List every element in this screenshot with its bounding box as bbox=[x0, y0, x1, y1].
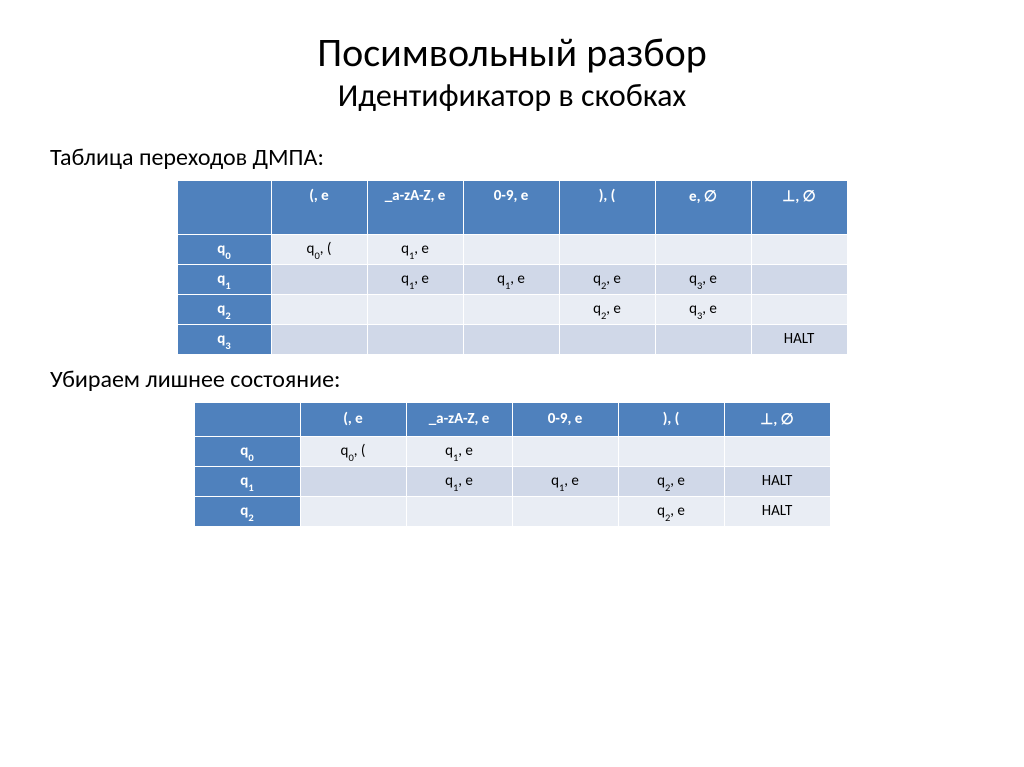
table1-cell: q1, e bbox=[463, 264, 559, 294]
table1-cell bbox=[463, 234, 559, 264]
table2-col-4: ⊥, ∅ bbox=[724, 402, 830, 436]
table2-cell: q2, e bbox=[618, 496, 724, 526]
transition-table-1: (, e _a-zA-Z, e 0-9, e ), ( e, ∅ ⊥, ∅ q0… bbox=[177, 180, 848, 355]
section1-label: Таблица переходов ДМПА: bbox=[50, 143, 974, 172]
table1-row-3: q3 HALT bbox=[177, 324, 847, 354]
table2-rowh-2: q2 bbox=[194, 496, 300, 526]
table2-col-3: ), ( bbox=[618, 402, 724, 436]
table2-cell: q0, ( bbox=[300, 436, 406, 466]
table1-cell bbox=[655, 324, 751, 354]
table2-cell bbox=[512, 436, 618, 466]
table1-corner bbox=[177, 180, 271, 234]
table1-rowh-3: q3 bbox=[177, 324, 271, 354]
table1-cell bbox=[655, 234, 751, 264]
table2-cell bbox=[406, 496, 512, 526]
table2-cell: q2, e bbox=[618, 466, 724, 496]
table2-cell: q1, e bbox=[406, 466, 512, 496]
table1-col-1: _a-zA-Z, e bbox=[367, 180, 463, 234]
table2-cell bbox=[512, 496, 618, 526]
table1-cell bbox=[367, 324, 463, 354]
table2-cell: q1, e bbox=[512, 466, 618, 496]
table2-row-1: q1 q1, e q1, e q2, e HALT bbox=[194, 466, 830, 496]
table2-cell bbox=[724, 436, 830, 466]
slide-title-line2: Идентификатор в скобках bbox=[50, 78, 974, 115]
table2-cell: HALT bbox=[724, 466, 830, 496]
table1-cell bbox=[271, 294, 367, 324]
slide-title-line1: Посимвольный разбор bbox=[50, 30, 974, 76]
table1-cell: q2, e bbox=[559, 264, 655, 294]
table2-cell bbox=[618, 436, 724, 466]
table1-col-0: (, e bbox=[271, 180, 367, 234]
table1-col-3: ), ( bbox=[559, 180, 655, 234]
table1-cell bbox=[751, 294, 847, 324]
table1-cell: q1, e bbox=[367, 234, 463, 264]
table1-row-1: q1 q1, e q1, e q2, e q3, e bbox=[177, 264, 847, 294]
table1-row-0: q0 q0, ( q1, e bbox=[177, 234, 847, 264]
table1-rowh-1: q1 bbox=[177, 264, 271, 294]
table1-cell: q1, e bbox=[367, 264, 463, 294]
table1-cell: q3, e bbox=[655, 264, 751, 294]
table1-cell bbox=[751, 234, 847, 264]
table1-cell bbox=[271, 324, 367, 354]
table1-cell bbox=[559, 234, 655, 264]
transition-table-2: (, e _a-zA-Z, e 0-9, e ), ( ⊥, ∅ q0 q0, … bbox=[194, 402, 831, 527]
table2-col-0: (, e bbox=[300, 402, 406, 436]
table2-corner bbox=[194, 402, 300, 436]
table1-cell bbox=[271, 264, 367, 294]
table1-cell: q2, e bbox=[559, 294, 655, 324]
table1-rowh-2: q2 bbox=[177, 294, 271, 324]
table2-rowh-0: q0 bbox=[194, 436, 300, 466]
table1-cell bbox=[751, 264, 847, 294]
section2-label: Убираем лишнее состояние: bbox=[50, 365, 974, 394]
table1-cell bbox=[463, 324, 559, 354]
table2-col-2: 0-9, e bbox=[512, 402, 618, 436]
table2-row-2: q2 q2, e HALT bbox=[194, 496, 830, 526]
table1-col-4: e, ∅ bbox=[655, 180, 751, 234]
slide-title-block: Посимвольный разбор Идентификатор в скоб… bbox=[50, 30, 974, 115]
table2-col-1: _a-zA-Z, e bbox=[406, 402, 512, 436]
table1-row-2: q2 q2, e q3, e bbox=[177, 294, 847, 324]
table2-cell bbox=[300, 466, 406, 496]
table2-cell: HALT bbox=[724, 496, 830, 526]
table2-row-0: q0 q0, ( q1, e bbox=[194, 436, 830, 466]
table2-rowh-1: q1 bbox=[194, 466, 300, 496]
table2-cell bbox=[300, 496, 406, 526]
table1-cell: q0, ( bbox=[271, 234, 367, 264]
table1-col-2: 0-9, e bbox=[463, 180, 559, 234]
table2-cell: q1, e bbox=[406, 436, 512, 466]
table1-cell bbox=[463, 294, 559, 324]
table1-col-5: ⊥, ∅ bbox=[751, 180, 847, 234]
table1-cell bbox=[559, 324, 655, 354]
table1-cell: q3, e bbox=[655, 294, 751, 324]
table1-cell bbox=[367, 294, 463, 324]
table1-rowh-0: q0 bbox=[177, 234, 271, 264]
table2-header-row: (, e _a-zA-Z, e 0-9, e ), ( ⊥, ∅ bbox=[194, 402, 830, 436]
table1-header-row: (, e _a-zA-Z, e 0-9, e ), ( e, ∅ ⊥, ∅ bbox=[177, 180, 847, 234]
table1-cell: HALT bbox=[751, 324, 847, 354]
